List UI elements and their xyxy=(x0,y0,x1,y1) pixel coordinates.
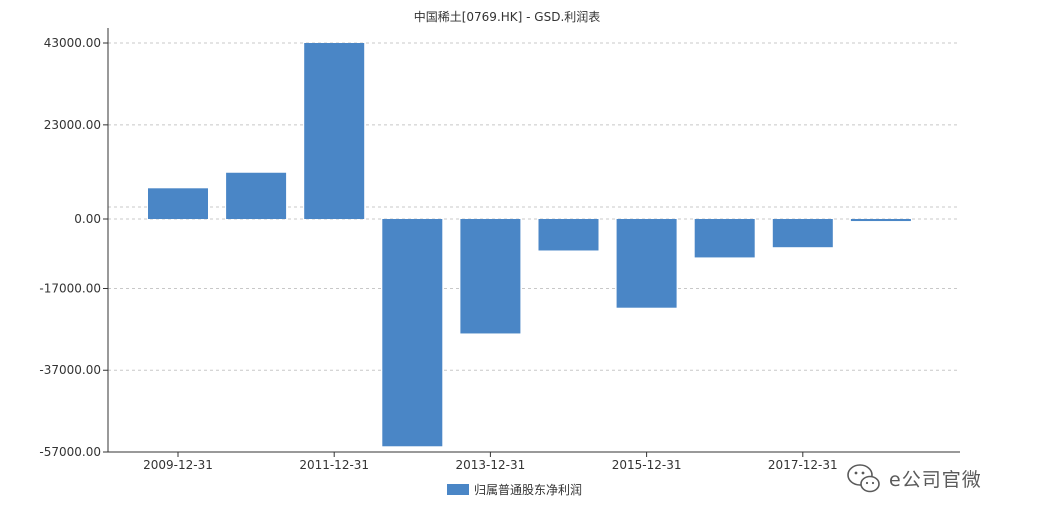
bar xyxy=(850,219,911,222)
bar xyxy=(304,43,365,219)
legend-swatch xyxy=(447,484,469,495)
y-tick-label: 43000.00 xyxy=(44,36,101,50)
legend-label: 归属普通股东净利润 xyxy=(474,483,582,497)
y-tick-label: -17000.00 xyxy=(39,281,101,295)
axes xyxy=(107,28,960,453)
wechat-icon xyxy=(847,464,880,493)
bar xyxy=(226,172,287,219)
y-tick-label: -37000.00 xyxy=(39,363,101,377)
x-tick-label: 2017-12-31 xyxy=(768,458,838,472)
y-tick-label: 0.00 xyxy=(74,212,101,226)
watermark-text: e公司官微 xyxy=(889,469,982,491)
y-axis-ticks: 43000.00 23000.00 0.00 -17000.00 -37000.00 -5… xyxy=(39,36,108,459)
x-tick-label: 2009-12-31 xyxy=(143,458,213,472)
bars xyxy=(148,43,911,447)
bar xyxy=(772,219,833,248)
x-tick-label: 2013-12-31 xyxy=(456,458,526,472)
x-tick-label: 2015-12-31 xyxy=(612,458,682,472)
bar xyxy=(538,219,599,251)
legend: 归属普通股东净利润 xyxy=(447,483,582,497)
watermark: e公司官微 xyxy=(847,464,982,493)
bar xyxy=(460,219,521,334)
bar xyxy=(382,219,443,447)
x-axis-ticks: 2009-12-31 2011-12-31 2013-12-31 2015-12-31… xyxy=(143,452,838,472)
chart-title: 中国稀土[0769.HK] - GSD.利润表 xyxy=(414,9,601,24)
bar xyxy=(694,219,755,258)
bar xyxy=(616,219,677,308)
x-tick-label: 2011-12-31 xyxy=(299,458,369,472)
y-tick-label: -57000.00 xyxy=(39,445,101,459)
y-tick-label: 23000.00 xyxy=(44,118,101,132)
bar xyxy=(148,188,208,219)
